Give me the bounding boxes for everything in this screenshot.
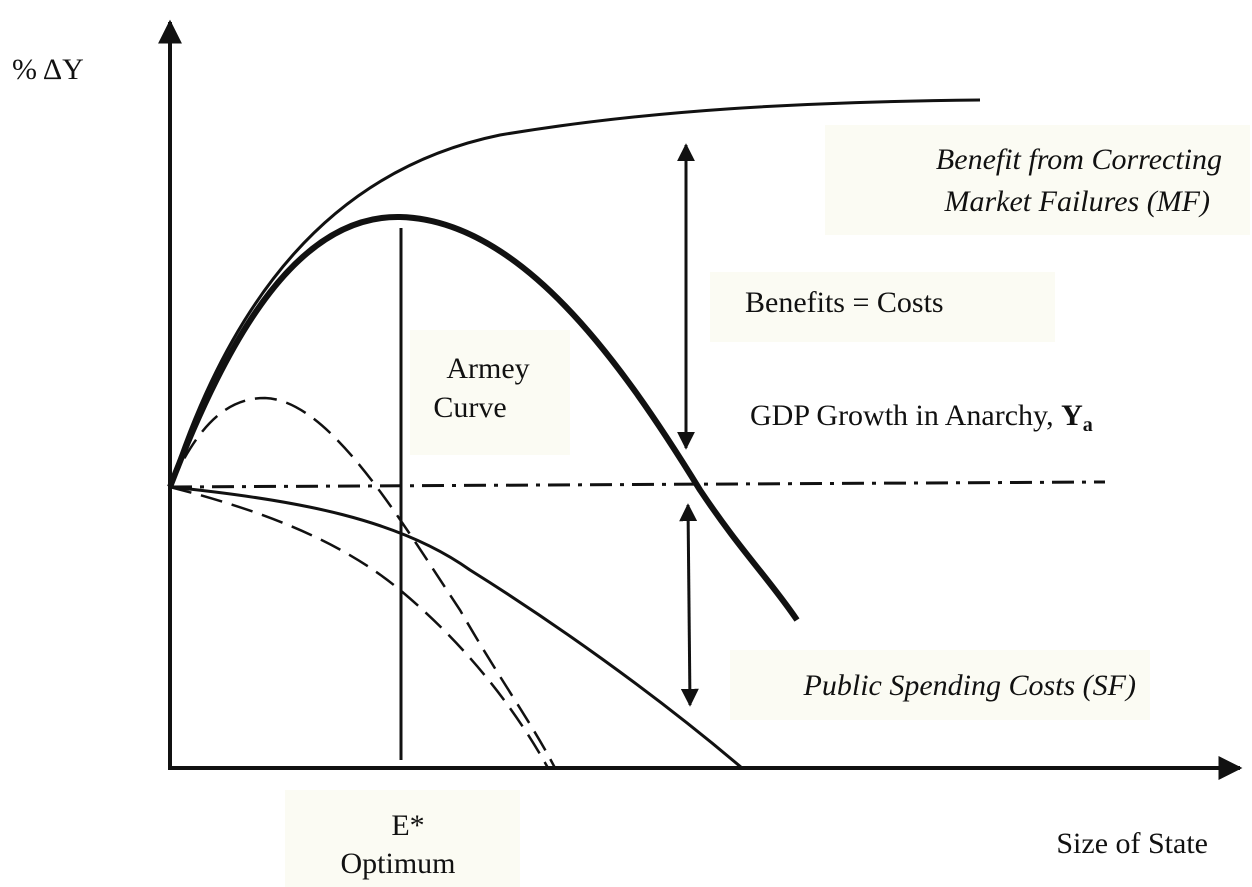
dashed-upper xyxy=(168,396,557,769)
anarchy-label: GDP Growth in Anarchy, Ya xyxy=(750,399,1093,436)
armey-label: Curve xyxy=(433,391,506,424)
anarchy-text: GDP Growth in Anarchy, xyxy=(750,399,1061,432)
label-box xyxy=(410,330,570,455)
anarchy-symbol: Y xyxy=(1061,399,1083,432)
dashed-lower xyxy=(169,485,550,769)
x-axis-label: Size of State xyxy=(1056,827,1208,860)
armey-curve xyxy=(167,213,800,622)
sf-curve xyxy=(169,485,743,770)
label-box xyxy=(710,272,1055,342)
mf-label: Benefit from Correcting xyxy=(936,143,1222,176)
optimum-label: E* xyxy=(391,809,424,842)
anarchy-line xyxy=(169,480,1106,489)
mf-label: Market Failures (MF) xyxy=(944,185,1210,218)
mf-curve xyxy=(168,98,981,488)
armey-label: Armey xyxy=(446,352,529,385)
label-box xyxy=(825,125,1250,235)
y-axis-label: % ΔY xyxy=(12,53,84,86)
cost-arrow xyxy=(679,503,699,707)
equality-label: Benefits = Costs xyxy=(745,286,944,319)
anarchy-subscript: a xyxy=(1083,414,1093,436)
sf-label: Public Spending Costs (SF) xyxy=(803,669,1136,702)
label-box xyxy=(730,650,1150,720)
label-box xyxy=(285,790,520,887)
optimum-label: Optimum xyxy=(340,847,455,880)
